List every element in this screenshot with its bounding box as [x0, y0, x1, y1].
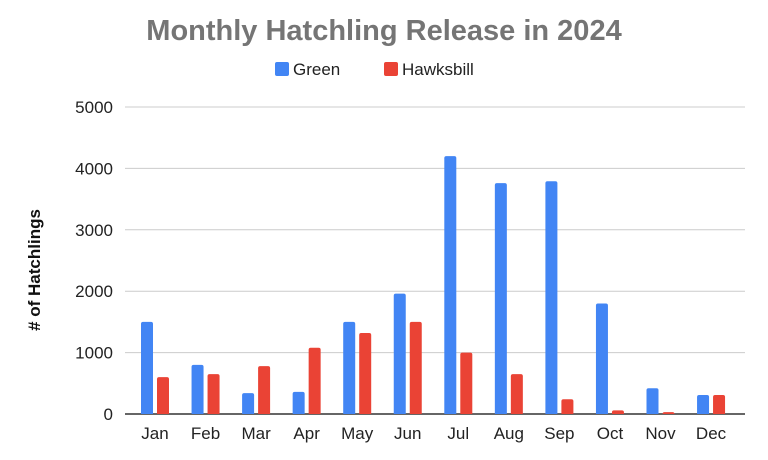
bar-hawksbill-may — [359, 332, 372, 414]
bar-green-nov — [646, 388, 659, 414]
bar-green-oct — [595, 303, 608, 414]
x-tick-label: Jun — [394, 424, 421, 443]
bar-hawksbill-jan — [157, 377, 169, 414]
bar-hawksbill-jun — [409, 321, 422, 414]
x-tick-label: Mar — [241, 424, 271, 443]
x-axis-ticks: Jan Feb Mar Apr May Jun Jul Aug Sep Oct Nov Dec — [141, 424, 726, 443]
x-tick-label: Jul — [447, 424, 469, 443]
x-tick-label: Jan — [141, 424, 168, 443]
y-tick-label: 4000 — [75, 159, 113, 178]
y-tick-label: 0 — [104, 405, 113, 424]
legend-swatch-hawksbill — [384, 62, 398, 76]
x-tick-label: Feb — [191, 424, 220, 443]
bar-green-aug — [494, 183, 507, 414]
chart-title: Monthly Hatchling Release in 2024 — [146, 15, 621, 47]
bar-hawksbill-apr — [308, 347, 321, 414]
bar-green-sep — [545, 181, 558, 414]
legend-label: Hawksbill — [402, 60, 474, 79]
bar-green-dec — [697, 394, 710, 414]
bar-green-feb — [191, 364, 204, 414]
bar-hawksbill-mar — [258, 366, 271, 414]
bar-hawksbill-jul — [460, 352, 473, 414]
legend-swatch-green — [275, 62, 289, 76]
gridlines: 0 1000 2000 3000 4000 5000 — [75, 98, 745, 424]
bar-green-jan — [141, 321, 153, 414]
x-tick-label: May — [341, 424, 374, 443]
legend-label: Green — [293, 60, 340, 79]
bar-hawksbill-nov — [662, 412, 675, 415]
bar-green-mar — [242, 393, 255, 414]
bar-hawksbill-sep — [561, 399, 574, 414]
y-tick-label: 1000 — [75, 344, 113, 363]
y-axis-label: # of Hatchlings — [25, 209, 44, 331]
x-tick-label: Aug — [494, 424, 524, 443]
x-tick-label: Nov — [645, 424, 676, 443]
bar-green-may — [343, 321, 356, 414]
x-tick-label: Apr — [293, 424, 320, 443]
x-tick-label: Sep — [544, 424, 574, 443]
bar-green-jul — [444, 156, 457, 414]
y-tick-label: 2000 — [75, 282, 113, 301]
x-tick-label: Oct — [597, 424, 624, 443]
x-tick-label: Dec — [696, 424, 727, 443]
bar-green-jun — [393, 293, 406, 414]
bar-hawksbill-dec — [713, 394, 726, 414]
y-tick-label: 3000 — [75, 221, 113, 240]
y-tick-label: 5000 — [75, 98, 113, 117]
bar-green-apr — [292, 391, 305, 414]
legend: Green Hawksbill — [275, 60, 474, 79]
bar-hawksbill-aug — [510, 374, 523, 414]
bar-hawksbill-feb — [207, 374, 220, 414]
bars — [141, 156, 726, 415]
bar-hawksbill-oct — [611, 410, 624, 414]
